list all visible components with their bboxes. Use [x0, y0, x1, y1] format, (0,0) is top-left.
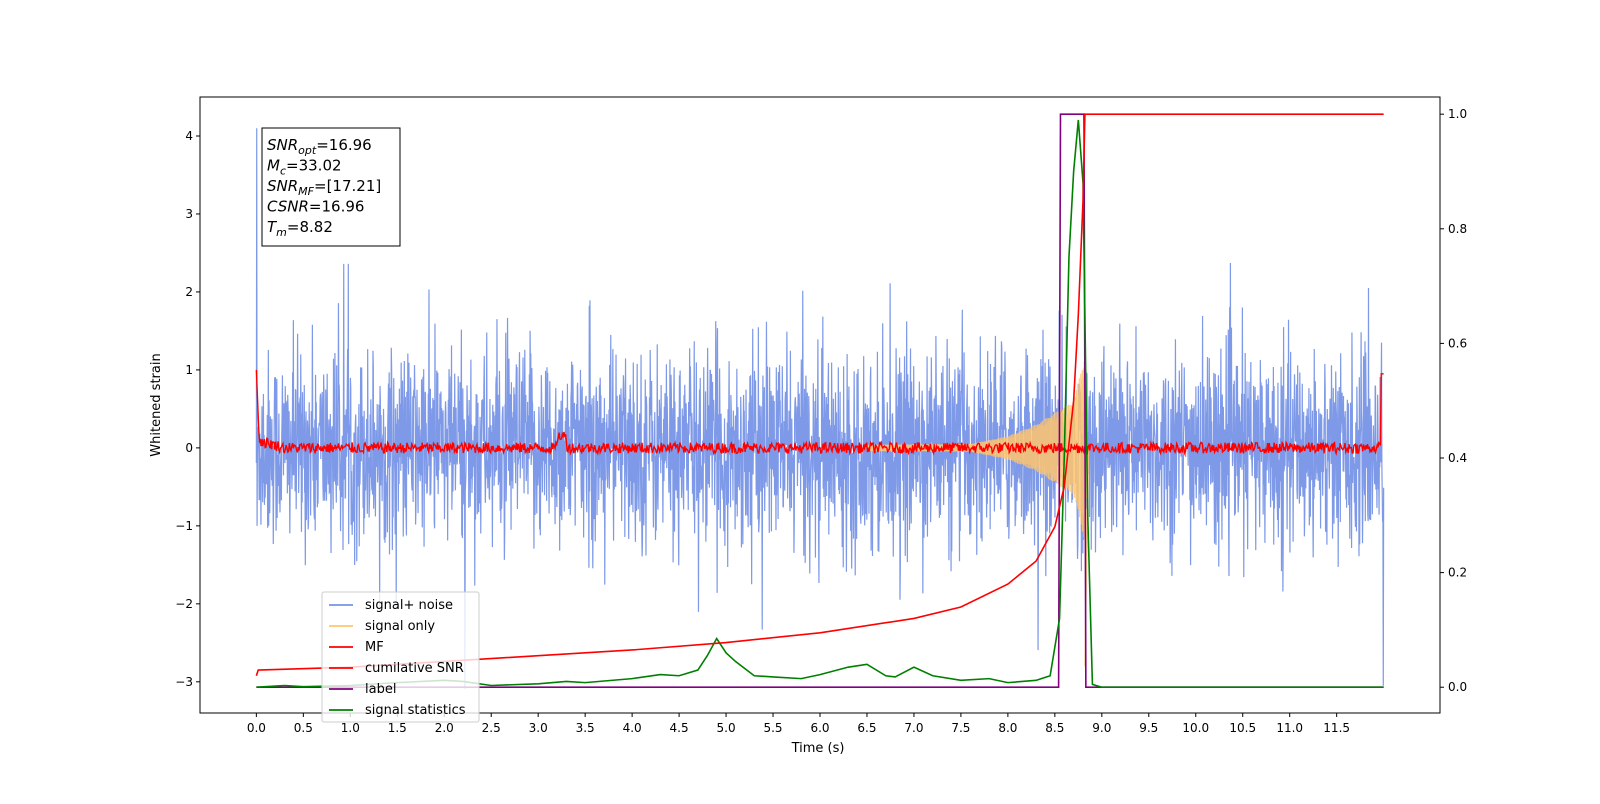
x-tick-label: 9.5 [1139, 721, 1158, 735]
y-tick-label: 0 [185, 441, 193, 455]
x-axis-label: Time (s) [791, 741, 845, 756]
annotation-line: SNRMF=[17.21] [267, 177, 381, 198]
x-tick-label: 6.5 [857, 721, 876, 735]
x-tick-label: 7.5 [951, 721, 970, 735]
metrics-annotation-box: SNRopt=16.96Mc=33.02SNRMF=[17.21]CSNR=16… [261, 127, 401, 247]
legend-label: label [365, 682, 396, 697]
y2-tick-label: 1.0 [1448, 107, 1467, 121]
legend-label: cumilative SNR [365, 661, 464, 676]
y2-tick-label: 0.6 [1448, 336, 1467, 350]
y-axis-left: −3 −2 −1 0 1 2 3 4 [175, 129, 200, 689]
x-tick-label: 6.0 [810, 721, 829, 735]
y2-tick-label: 0.8 [1448, 222, 1467, 236]
x-tick-label: 3.5 [576, 721, 595, 735]
y-tick-label: 1 [185, 363, 193, 377]
annotation-frame [261, 127, 401, 247]
y-tick-label: 2 [185, 285, 193, 299]
x-tick-label: 5.5 [763, 721, 782, 735]
y-tick-label: −1 [175, 519, 193, 533]
mf-line [255, 369, 1384, 456]
legend-label: MF [365, 640, 384, 655]
x-tick-label: 0.5 [294, 721, 313, 735]
x-tick-label: 10.5 [1229, 721, 1256, 735]
x-tick-label: 10.0 [1182, 721, 1209, 735]
legend: signal+ noise signal only MF cumilative SNR… [321, 591, 480, 723]
y-tick-label: −3 [175, 675, 193, 689]
signal-noise-series [255, 128, 1385, 689]
mf-series [255, 369, 1384, 456]
x-tick-label: 4.0 [623, 721, 642, 735]
legend-frame [321, 591, 480, 723]
x-tick-label: 2.5 [482, 721, 501, 735]
x-tick-label: 5.0 [717, 721, 736, 735]
x-tick-label: 11.0 [1276, 721, 1303, 735]
y-tick-label: 4 [185, 129, 193, 143]
signal-statistics-line [256, 119, 1384, 689]
signal-noise-line [255, 128, 1385, 689]
y2-tick-label: 0.2 [1448, 566, 1467, 580]
x-tick-label: 2.0 [435, 721, 454, 735]
legend-label: signal statistics [365, 703, 466, 718]
y2-tick-label: 0.0 [1448, 680, 1467, 694]
x-tick-label: 1.0 [341, 721, 360, 735]
x-tick-label: 9.0 [1092, 721, 1111, 735]
annotation-line: CSNR=16.96 [267, 198, 364, 216]
x-tick-label: 1.5 [388, 721, 407, 735]
annotation-line: Tm=8.82 [267, 218, 333, 239]
annotation-line: SNRopt=16.96 [267, 136, 372, 157]
x-axis: 0.0 0.5 1.0 1.5 2.0 2.5 3.0 3.5 4.0 4.5 5.0 5.5 6.0 6… [247, 713, 1350, 735]
x-tick-label: 11.5 [1323, 721, 1350, 735]
y2-tick-label: 0.4 [1448, 451, 1467, 465]
annotation-line: Mc=33.02 [267, 157, 342, 178]
x-tick-label: 8.0 [998, 721, 1017, 735]
x-tick-label: 8.5 [1045, 721, 1064, 735]
y-axis-label: Whitened strain [149, 353, 164, 456]
legend-label: signal+ noise [365, 598, 453, 613]
y-tick-label: −2 [175, 597, 193, 611]
y-tick-label: 3 [185, 207, 193, 221]
x-tick-label: 3.0 [529, 721, 548, 735]
legend-label: signal only [365, 619, 435, 634]
y-axis-right: 0.0 0.2 0.4 0.6 0.8 1.0 [1440, 107, 1467, 694]
x-tick-label: 0.0 [247, 721, 266, 735]
x-tick-label: 7.0 [904, 721, 923, 735]
x-tick-label: 4.5 [670, 721, 689, 735]
